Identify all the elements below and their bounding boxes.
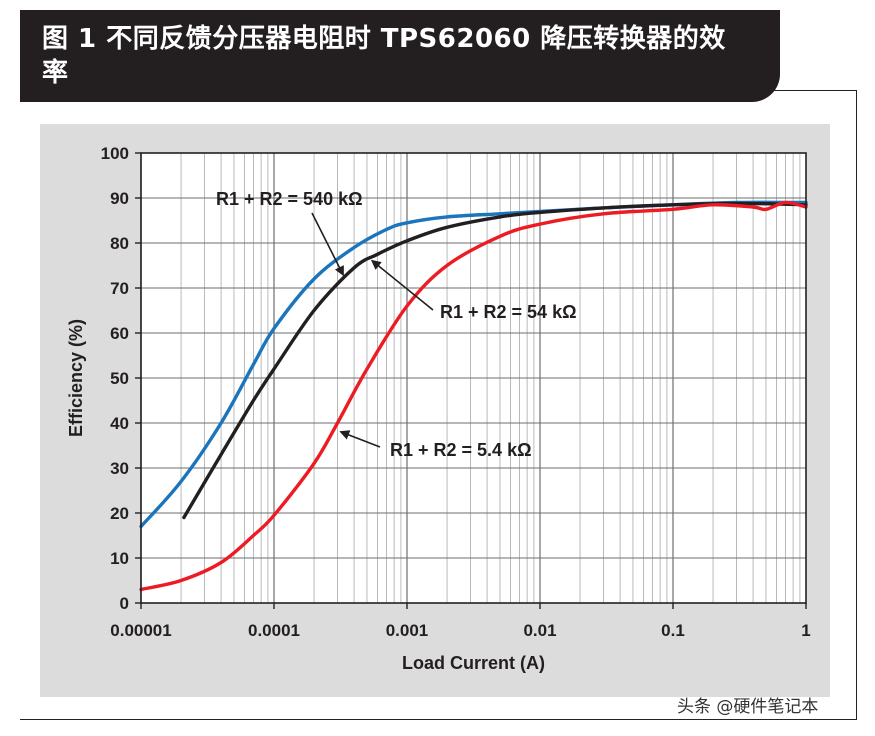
series-layer [139, 200, 808, 592]
y-tick-label: 20 [110, 504, 129, 523]
y-tick-label: 60 [110, 324, 129, 343]
annotation-label: R1 + R2 = 540 kΩ [216, 189, 363, 209]
y-tick-label: 80 [110, 234, 129, 253]
y-tick-label: 70 [110, 279, 129, 298]
x-tick-label: 0.0001 [248, 621, 300, 640]
title-bar [20, 10, 780, 102]
y-tick-label: 30 [110, 459, 129, 478]
watermark: 头条 @硬件笔记本 [677, 697, 819, 717]
annotation-arrow [311, 212, 344, 277]
y-tick-label: 100 [101, 144, 129, 163]
annotation-arrow [370, 259, 434, 311]
x-tick-label: 0.001 [386, 621, 429, 640]
x-tick-label: 1 [801, 621, 810, 640]
y-tick-label: 10 [110, 549, 129, 568]
x-tick-label: 0.00001 [110, 621, 171, 640]
x-axis-title: Load Current (A) [402, 653, 545, 673]
annotation-label: R1 + R2 = 5.4 kΩ [390, 440, 532, 460]
series-54k-line [182, 201, 808, 520]
series-5-4k-line [139, 200, 808, 592]
annotation-arrow [339, 430, 381, 448]
annotation-layer: R1 + R2 = 540 kΩ R1 + R2 = 54 kΩ R1 + R2 =… [216, 189, 577, 460]
figure-title: 图 1 不同反馈分压器电阻时 TPS62060 降压转换器的效率 [42, 24, 726, 88]
x-tick-label: 0.01 [523, 621, 556, 640]
y-axis-title: Efficiency (%) [66, 319, 86, 437]
y-tick-label: 40 [110, 414, 129, 433]
y-tick-label: 0 [120, 594, 129, 613]
y-tick-label: 50 [110, 369, 129, 388]
axis-layer: 0 10 20 30 40 50 60 70 80 90 100 0.00001 0.0001 0.001… [66, 144, 811, 673]
annotation-label: R1 + R2 = 54 kΩ [440, 302, 577, 322]
x-tick-label: 0.1 [661, 621, 685, 640]
y-tick-label: 90 [110, 189, 129, 208]
